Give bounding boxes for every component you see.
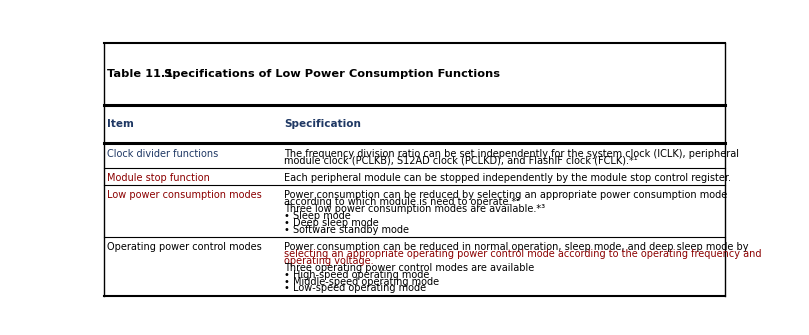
Text: Each peripheral module can be stopped independently by the module stop control r: Each peripheral module can be stopped in… [284, 173, 731, 183]
Text: Power consumption can be reduced in normal operation, sleep mode, and deep sleep: Power consumption can be reduced in norm… [284, 242, 749, 252]
Text: operating voltage.: operating voltage. [284, 256, 374, 266]
Text: Module stop function: Module stop function [108, 173, 210, 183]
Text: • Deep sleep mode: • Deep sleep mode [284, 218, 379, 228]
Text: Item: Item [108, 119, 134, 129]
Text: according to which module is need to operate.*²: according to which module is need to ope… [284, 197, 520, 207]
Text: module clock (PCLKB), S12AD clock (PCLKD), and FlashIF clock (FCLK).*¹: module clock (PCLKB), S12AD clock (PCLKD… [284, 155, 638, 165]
Text: Power consumption can be reduced by selecting an appropriate power consumption m: Power consumption can be reduced by sele… [284, 190, 727, 200]
Text: • Low-speed operating mode: • Low-speed operating mode [284, 283, 426, 293]
Text: Specifications of Low Power Consumption Functions: Specifications of Low Power Consumption … [163, 69, 500, 79]
Text: Specification: Specification [284, 119, 361, 129]
Text: • High-speed operating mode: • High-speed operating mode [284, 270, 430, 280]
Text: Clock divider functions: Clock divider functions [108, 148, 218, 158]
Text: • Software standby mode: • Software standby mode [284, 225, 409, 235]
Text: • Middle-speed operating mode: • Middle-speed operating mode [284, 276, 439, 286]
Text: Operating power control modes: Operating power control modes [108, 242, 262, 252]
Text: The frequency division ratio can be set independently for the system clock (ICLK: The frequency division ratio can be set … [284, 148, 739, 158]
Text: Three low power consumption modes are available.*³: Three low power consumption modes are av… [284, 204, 545, 214]
Text: Table 11.1: Table 11.1 [108, 69, 173, 79]
Text: Low power consumption modes: Low power consumption modes [108, 190, 262, 200]
Text: selecting an appropriate operating power control mode according to the operating: selecting an appropriate operating power… [284, 249, 762, 259]
Text: Three operating power control modes are available: Three operating power control modes are … [284, 263, 535, 273]
Text: • Sleep mode: • Sleep mode [284, 211, 351, 221]
